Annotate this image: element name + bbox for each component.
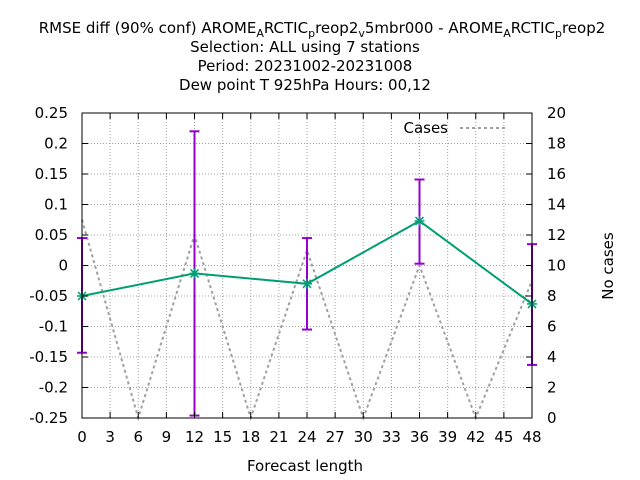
y2-tick-label-2: 2 [547, 379, 557, 397]
y-tick-label-3: -0.1 [39, 318, 68, 336]
x-tick-label-9: 9 [162, 428, 172, 446]
title-segment-7: A [503, 27, 511, 40]
y-tick-label-10: 0.25 [35, 104, 68, 122]
x-tick-label-33: 33 [382, 428, 401, 446]
y-tick-label-0: -0.25 [29, 409, 68, 427]
x-tick-label-45: 45 [494, 428, 513, 446]
x-tick-label-15: 15 [213, 428, 232, 446]
x-tick-label-18: 18 [241, 428, 260, 446]
chart-title: RMSE diff (90% conf) AROMEARCTICpreop2v5… [39, 19, 606, 94]
title-segment-4: reop2 [315, 19, 358, 37]
y-tick-label-6: 0.05 [35, 226, 68, 244]
y2-tick-label-0: 0 [547, 409, 557, 427]
title-segment-5: v [358, 27, 365, 40]
legend-label-cases: Cases [403, 119, 448, 137]
x-tick-label-42: 42 [466, 428, 485, 446]
y-tick-label-8: 0.15 [35, 165, 68, 183]
y2-axis-ticks: 0 2 4 6 8 10 12 14 16 18 20 [526, 104, 566, 427]
x-axis-label: Forecast length [247, 457, 363, 475]
y-tick-label-4: -0.05 [29, 287, 68, 305]
x-tick-label-0: 0 [77, 428, 87, 446]
x-tick-label-3: 3 [105, 428, 115, 446]
y-tick-label-5: 0 [58, 257, 68, 275]
y2-tick-label-4: 4 [547, 348, 557, 366]
x-tick-label-27: 27 [326, 428, 345, 446]
title-line-1: RMSE diff (90% conf) AROMEARCTICpreop2v5… [39, 19, 606, 40]
x-tick-label-39: 39 [438, 428, 457, 446]
title-line-2: Selection: ALL using 7 stations [190, 38, 420, 56]
x-tick-label-21: 21 [269, 428, 288, 446]
y2-tick-label-10: 10 [547, 257, 566, 275]
cases-series [81, 219, 533, 422]
title-segment-1: A [256, 27, 264, 40]
y2-tick-label-16: 16 [547, 165, 566, 183]
title-segment-2: RCTIC [264, 19, 308, 37]
y-tick-label-7: 0.1 [44, 196, 68, 214]
title-line-4: Dew point T 925hPa Hours: 00,12 [179, 76, 431, 94]
title-segment-0: RMSE diff (90% conf) AROME [39, 19, 257, 37]
y-tick-label-1: -0.2 [39, 379, 68, 397]
y2-tick-label-20: 20 [547, 104, 566, 122]
y-axis-ticks: -0.25 -0.2 -0.15 -0.1 -0.05 0 0.05 0.1 0.15 0.2 0.… [29, 104, 88, 427]
title-line-3: Period: 20231002-20231008 [198, 57, 413, 75]
y2-tick-label-14: 14 [547, 196, 566, 214]
title-segment-3: p [308, 27, 315, 40]
x-tick-label-48: 48 [522, 428, 541, 446]
cases-line [81, 219, 533, 422]
y2-tick-label-8: 8 [547, 287, 557, 305]
x-tick-label-30: 30 [354, 428, 373, 446]
x-tick-label-12: 12 [185, 428, 204, 446]
y2-axis-label: No cases [599, 232, 617, 300]
y2-tick-label-12: 12 [547, 226, 566, 244]
title-segment-10: reop2 [562, 19, 605, 37]
data-point-12 [189, 268, 200, 279]
legend: Cases [403, 119, 506, 137]
y2-tick-label-18: 18 [547, 135, 566, 153]
x-tick-label-36: 36 [410, 428, 429, 446]
title-segment-9: p [555, 27, 562, 40]
y-tick-label-9: 0.2 [44, 135, 68, 153]
title-segment-6: 5mbr000 - AROME [365, 19, 503, 37]
x-tick-label-6: 6 [133, 428, 143, 446]
title-segment-8: RCTIC [511, 19, 555, 37]
x-axis-ticks: 0 3 6 9 12 15 18 21 24 27 30 33 36 39 42 45 48 [77, 113, 542, 446]
data-point-24 [302, 278, 312, 289]
y2-tick-label-6: 6 [547, 318, 557, 336]
grid [82, 113, 532, 418]
data-point-36 [414, 215, 425, 226]
y-tick-label-2: -0.15 [29, 348, 68, 366]
x-tick-label-24: 24 [297, 428, 316, 446]
